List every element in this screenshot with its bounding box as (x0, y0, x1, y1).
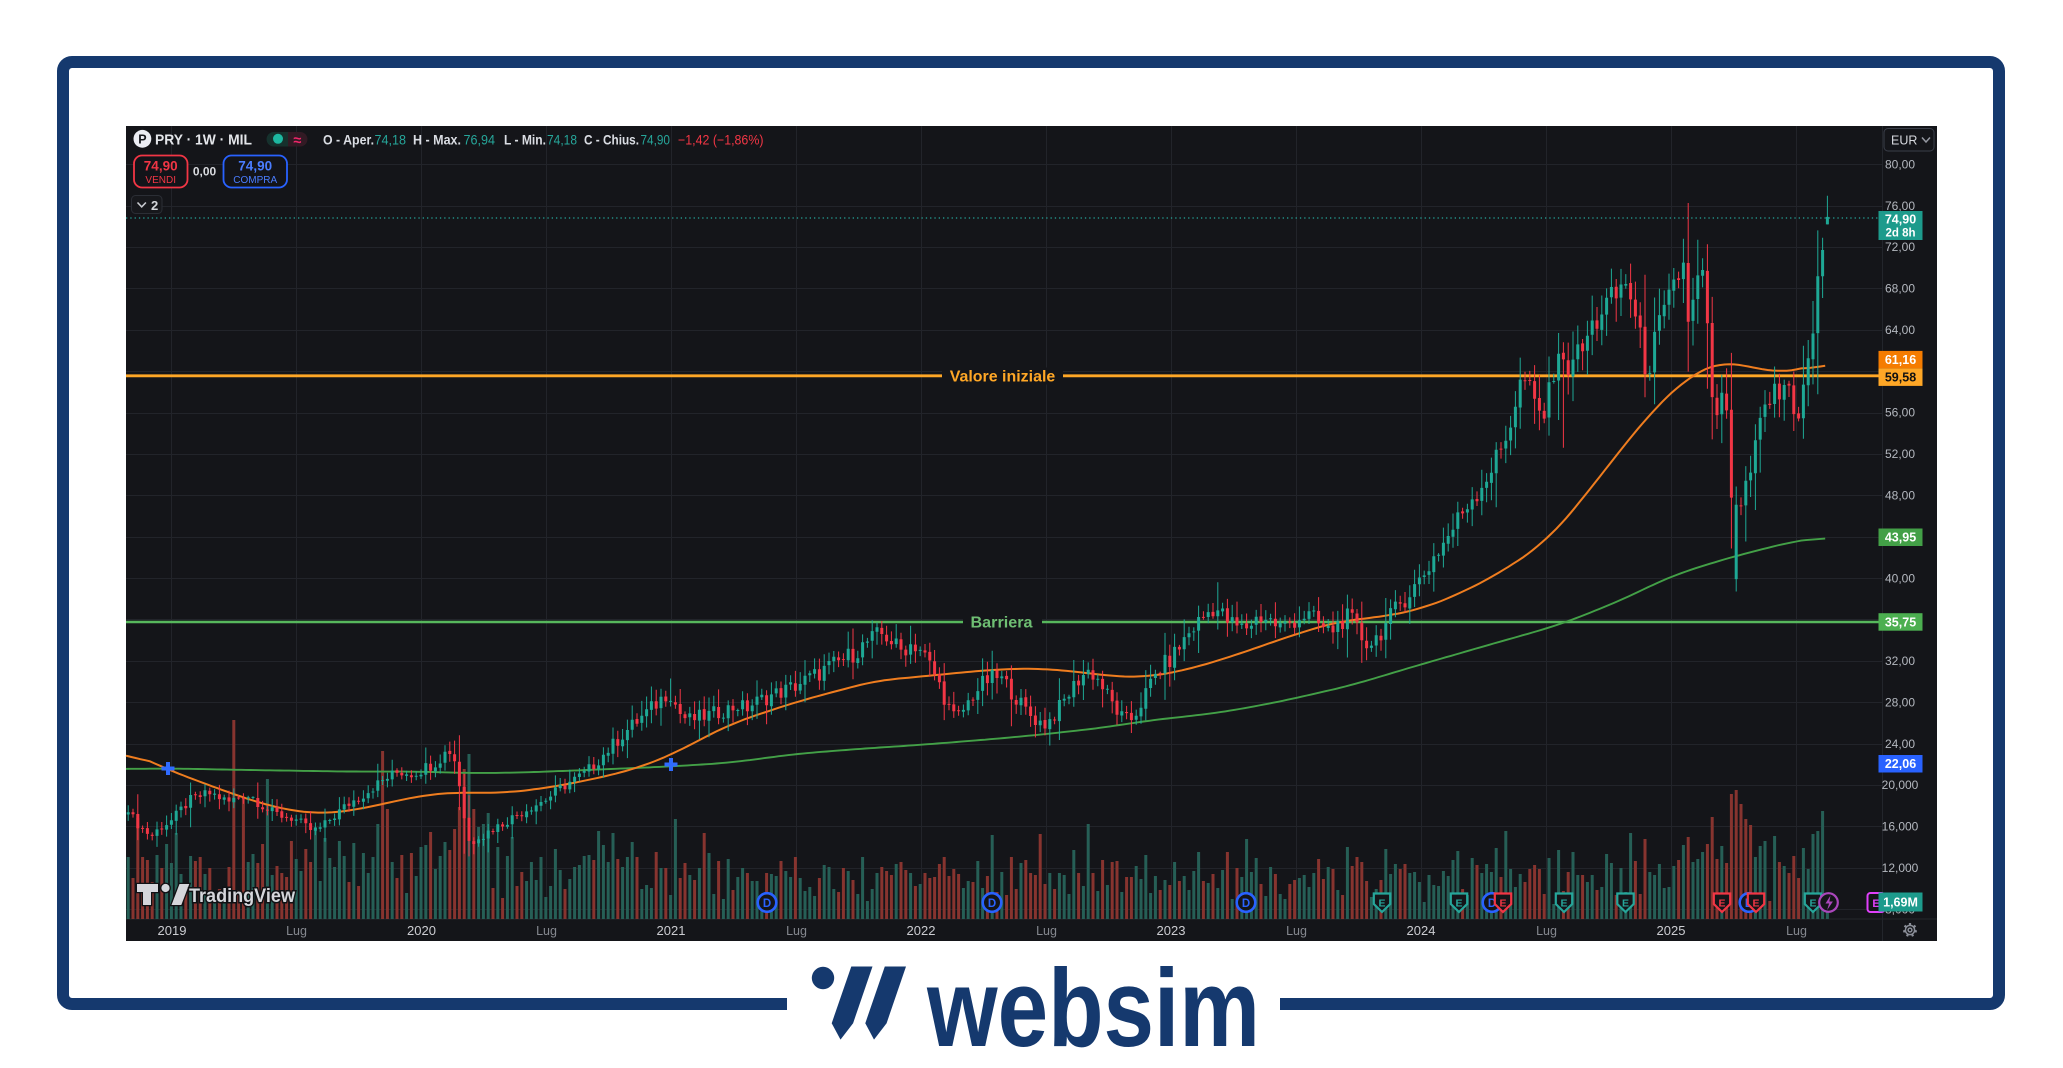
svg-text:Barriera: Barriera (971, 615, 1033, 632)
svg-text:12,000: 12,000 (1882, 861, 1919, 875)
svg-text:Lug: Lug (286, 924, 307, 938)
svg-text:P: P (138, 133, 146, 147)
svg-text:74,90: 74,90 (641, 132, 671, 147)
svg-text:2021: 2021 (657, 923, 686, 938)
svg-text:35,75: 35,75 (1885, 615, 1916, 629)
svg-text:20,000: 20,000 (1882, 778, 1919, 792)
svg-text:74,18: 74,18 (375, 132, 407, 147)
svg-text:28,00: 28,00 (1885, 696, 1915, 710)
svg-text:O - Aper.: O - Aper. (323, 132, 374, 147)
svg-text:PRY · 1W · MIL: PRY · 1W · MIL (155, 133, 252, 149)
svg-text:74,90: 74,90 (144, 159, 178, 174)
svg-text:E: E (1378, 897, 1385, 909)
svg-text:D: D (1488, 898, 1496, 910)
svg-text:0,00: 0,00 (193, 165, 217, 179)
svg-text:56,00: 56,00 (1885, 406, 1915, 420)
svg-text:22,06: 22,06 (1885, 757, 1916, 771)
svg-text:Lug: Lug (1286, 924, 1307, 938)
svg-text:VENDI: VENDI (145, 175, 176, 186)
svg-text:E: E (1560, 897, 1567, 909)
svg-text:80,00: 80,00 (1885, 157, 1915, 171)
svg-text:E: E (1499, 897, 1506, 909)
svg-text:−1,42 (−1,86%): −1,42 (−1,86%) (678, 132, 764, 147)
svg-text:16,000: 16,000 (1882, 820, 1919, 834)
svg-text:Lug: Lug (1536, 924, 1557, 938)
svg-text:≈: ≈ (294, 133, 302, 149)
svg-text:Lug: Lug (536, 924, 557, 938)
svg-text:61,16: 61,16 (1885, 353, 1916, 367)
svg-text:H - Max.: H - Max. (413, 132, 461, 147)
svg-text:2025: 2025 (1657, 923, 1686, 938)
svg-text:Lug: Lug (1786, 924, 1807, 938)
svg-text:C - Chius.: C - Chius. (584, 132, 639, 147)
svg-text:76,00: 76,00 (1885, 199, 1915, 213)
svg-text:E: E (1622, 897, 1629, 909)
svg-text:72,00: 72,00 (1885, 240, 1915, 254)
svg-text:64,00: 64,00 (1885, 323, 1915, 337)
svg-text:E: E (1752, 897, 1759, 909)
svg-text:EUR: EUR (1891, 134, 1917, 148)
svg-text:43,95: 43,95 (1885, 531, 1916, 545)
svg-text:1,69M: 1,69M (1883, 895, 1918, 909)
svg-text:E: E (1809, 897, 1816, 909)
svg-text:2: 2 (151, 198, 158, 213)
svg-text:74,90: 74,90 (238, 159, 272, 174)
svg-text:52,00: 52,00 (1885, 447, 1915, 461)
svg-text:2023: 2023 (1157, 923, 1186, 938)
svg-text:TradingView: TradingView (189, 885, 296, 907)
svg-text:68,00: 68,00 (1885, 282, 1915, 296)
svg-text:D: D (763, 898, 771, 910)
svg-text:2024: 2024 (1407, 923, 1436, 938)
svg-text:Lug: Lug (786, 924, 807, 938)
svg-text:59,58: 59,58 (1885, 371, 1916, 385)
svg-text:74,90: 74,90 (1885, 212, 1916, 226)
svg-text:76,94: 76,94 (464, 132, 496, 147)
svg-text:2020: 2020 (407, 923, 436, 938)
svg-text:32,00: 32,00 (1885, 654, 1915, 668)
svg-text:COMPRA: COMPRA (233, 175, 277, 186)
svg-text:Valore iniziale: Valore iniziale (950, 368, 1056, 385)
svg-text:websim: websim (926, 947, 1260, 1068)
svg-text:D: D (988, 898, 996, 910)
svg-text:L - Min.: L - Min. (504, 132, 546, 147)
svg-text:40,00: 40,00 (1885, 571, 1915, 585)
svg-text:24,00: 24,00 (1885, 737, 1915, 751)
svg-text:E: E (1718, 897, 1725, 909)
svg-text:2d 8h: 2d 8h (1885, 228, 1915, 240)
svg-text:48,00: 48,00 (1885, 489, 1915, 503)
svg-text:2022: 2022 (907, 923, 936, 938)
svg-text:2019: 2019 (158, 923, 187, 938)
svg-text:E: E (1455, 897, 1462, 909)
svg-text:Lug: Lug (1036, 924, 1057, 938)
svg-text:74,18: 74,18 (547, 132, 577, 147)
svg-text:E: E (1872, 898, 1879, 910)
svg-text:D: D (1242, 898, 1250, 910)
